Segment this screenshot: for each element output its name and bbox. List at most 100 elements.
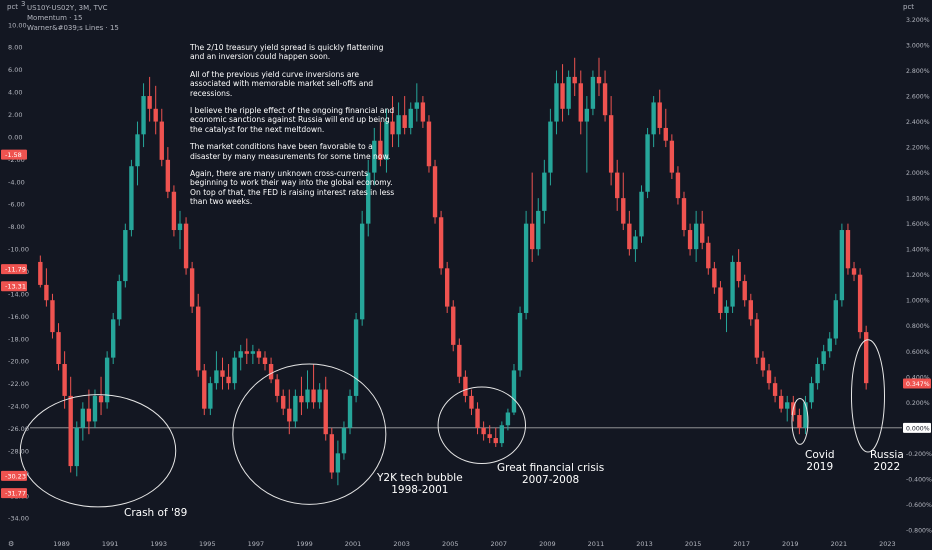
time-axis[interactable]: 1989 1991 1993 1995 1997 1999 2001 2003 2005 2007… (8, 540, 896, 548)
candle[interactable] (517, 312, 523, 371)
candle[interactable] (92, 395, 98, 422)
candle[interactable] (111, 319, 116, 358)
candle[interactable] (645, 134, 650, 192)
candle[interactable] (554, 83, 559, 122)
candle[interactable] (177, 223, 183, 231)
candle[interactable] (639, 191, 644, 237)
candle[interactable] (44, 284, 49, 301)
candle[interactable] (444, 268, 450, 307)
candle[interactable] (341, 427, 347, 454)
candle[interactable] (748, 300, 753, 320)
candle[interactable] (718, 287, 723, 313)
symbol-title[interactable]: US10Y-US02Y, 3M, TVC (27, 4, 108, 12)
candle[interactable] (426, 121, 432, 167)
indicator-warners-lines[interactable]: Warner&#039;s Lines · 15 (27, 24, 119, 32)
candle[interactable] (572, 76, 577, 84)
candle[interactable] (481, 427, 486, 435)
candle[interactable] (232, 357, 237, 384)
candle[interactable] (305, 389, 310, 403)
candle[interactable] (165, 159, 171, 192)
candle[interactable] (590, 76, 596, 109)
candle[interactable] (845, 230, 851, 269)
right-axis[interactable]: 3.200% 3.000% 2.800% 2.600% 2.400% 2.200% 2.00… (903, 17, 932, 534)
candle[interactable] (863, 332, 869, 384)
candle[interactable] (80, 408, 86, 428)
candle[interactable] (730, 261, 735, 307)
candle[interactable] (596, 76, 602, 84)
candle[interactable] (359, 223, 365, 320)
candle[interactable] (408, 108, 413, 128)
candle[interactable] (293, 395, 298, 422)
candle[interactable] (621, 198, 626, 224)
candle[interactable] (499, 425, 505, 444)
candle[interactable] (366, 172, 371, 224)
candle[interactable] (196, 306, 201, 371)
candle[interactable] (38, 261, 43, 285)
candle[interactable] (250, 351, 256, 354)
candle[interactable] (98, 395, 104, 403)
candle[interactable] (493, 438, 498, 444)
candle[interactable] (420, 102, 426, 122)
candle[interactable] (323, 389, 328, 435)
candle[interactable] (171, 191, 177, 231)
candle[interactable] (129, 166, 134, 231)
candle[interactable] (548, 121, 553, 173)
candle[interactable] (560, 83, 565, 109)
candle[interactable] (390, 121, 395, 135)
candle[interactable] (615, 172, 620, 199)
candle[interactable] (669, 140, 675, 173)
candle[interactable] (384, 121, 389, 160)
candle[interactable] (451, 306, 456, 345)
candle[interactable] (578, 83, 583, 122)
candle[interactable] (857, 274, 863, 333)
candle[interactable] (663, 127, 668, 141)
candle[interactable] (244, 351, 249, 354)
candle[interactable] (523, 223, 529, 313)
candle[interactable] (372, 140, 377, 173)
candle[interactable] (839, 230, 845, 301)
candle[interactable] (821, 351, 826, 365)
candle[interactable] (378, 140, 383, 160)
candle[interactable] (117, 281, 122, 320)
candle[interactable] (815, 364, 820, 384)
candle[interactable] (487, 434, 492, 439)
candle[interactable] (542, 172, 547, 211)
candle[interactable] (736, 261, 741, 282)
candle[interactable] (766, 370, 772, 384)
candle[interactable] (457, 344, 462, 377)
candle[interactable] (778, 395, 784, 409)
candle[interactable] (226, 376, 231, 384)
candle[interactable] (268, 364, 274, 380)
candle[interactable] (742, 281, 747, 301)
candle[interactable] (772, 383, 778, 396)
candle[interactable] (803, 402, 808, 428)
candle[interactable] (809, 383, 814, 403)
candle[interactable] (208, 383, 213, 409)
candle[interactable] (402, 115, 407, 128)
candle[interactable] (396, 115, 401, 135)
candle[interactable] (335, 453, 341, 473)
candle[interactable] (760, 357, 766, 371)
candle[interactable] (353, 319, 359, 396)
candle[interactable] (274, 379, 280, 396)
candle[interactable] (693, 223, 699, 250)
candle[interactable] (56, 332, 61, 365)
candle[interactable] (785, 402, 790, 409)
indicator-momentum[interactable]: Momentum · 15 (27, 14, 83, 22)
candle[interactable] (311, 389, 316, 403)
candle[interactable] (141, 96, 146, 135)
candle[interactable] (833, 300, 838, 339)
candle[interactable] (432, 166, 438, 218)
candle[interactable] (608, 115, 614, 173)
candle[interactable] (262, 357, 268, 365)
candle[interactable] (706, 242, 711, 269)
candle[interactable] (74, 427, 79, 467)
candle[interactable] (214, 370, 219, 384)
candle[interactable] (566, 76, 571, 109)
candle[interactable] (329, 434, 334, 473)
candle[interactable] (681, 198, 687, 231)
candle[interactable] (299, 395, 304, 403)
candle[interactable] (438, 217, 444, 269)
candle[interactable] (584, 108, 590, 122)
